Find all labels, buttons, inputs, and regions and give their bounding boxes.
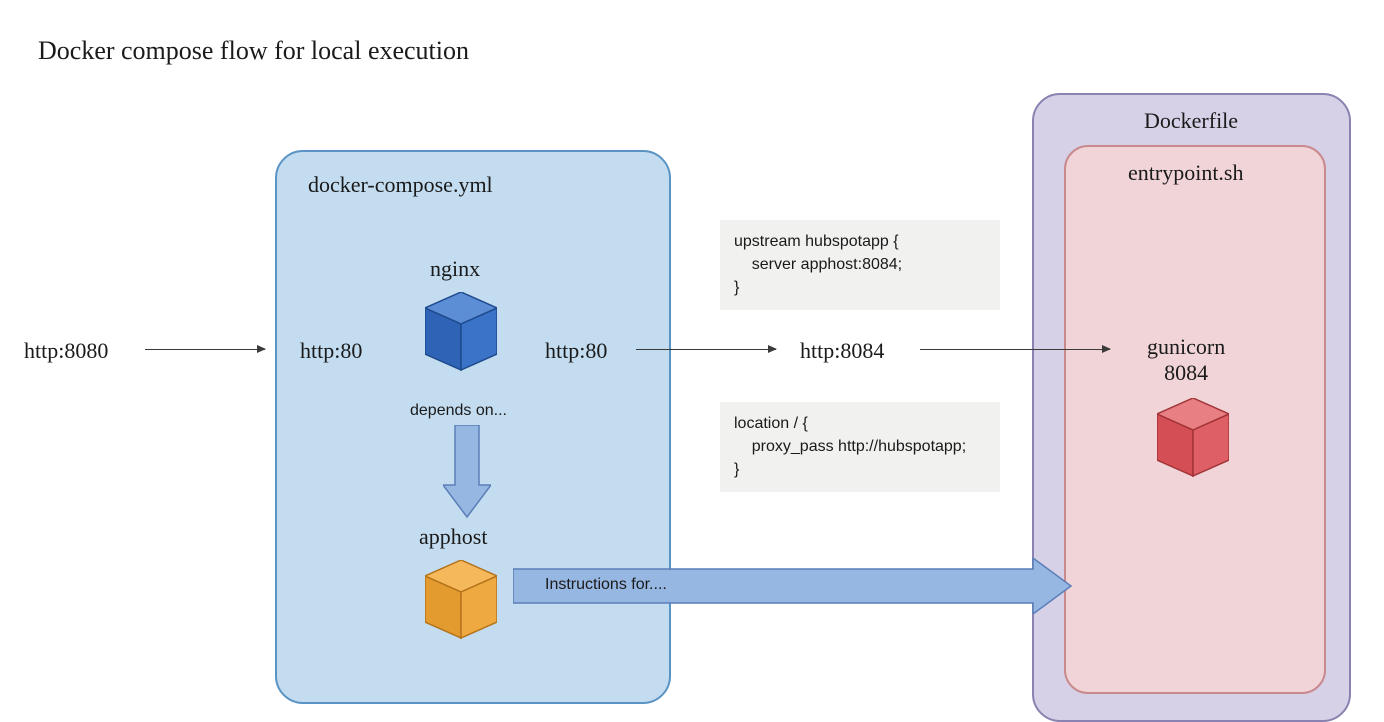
depends-label: depends on...	[410, 402, 507, 420]
block-arrow-depends	[443, 425, 491, 520]
arrow-8080-to-80	[145, 349, 265, 350]
code-location: location / { proxy_pass http://hubspotap…	[720, 402, 1000, 492]
gunicorn-cube-icon	[1157, 398, 1229, 478]
apphost-label: apphost	[419, 524, 487, 550]
arrow-8084-to-gunicorn	[920, 349, 1110, 350]
instructions-label: Instructions for....	[545, 576, 667, 594]
gunicorn-label: gunicorn 8084	[1147, 334, 1225, 387]
nginx-cube-icon	[425, 292, 497, 372]
arrow-80-to-8084	[636, 349, 776, 350]
http-80-left-label: http:80	[300, 338, 362, 364]
gunicorn-line1: gunicorn	[1147, 334, 1225, 359]
diagram-canvas: Docker compose flow for local execution …	[0, 0, 1384, 721]
compose-label: docker-compose.yml	[308, 172, 493, 198]
http-8080-label: http:8080	[24, 338, 108, 364]
apphost-cube-icon	[425, 560, 497, 640]
code-upstream: upstream hubspotapp { server apphost:808…	[720, 220, 1000, 310]
entrypoint-label: entrypoint.sh	[1128, 160, 1244, 186]
diagram-title: Docker compose flow for local execution	[38, 36, 469, 66]
dockerfile-label: Dockerfile	[1144, 108, 1238, 134]
nginx-label: nginx	[430, 256, 480, 282]
http-8084-label: http:8084	[800, 338, 884, 364]
http-80-right-label: http:80	[545, 338, 607, 364]
gunicorn-line2: 8084	[1164, 360, 1208, 385]
